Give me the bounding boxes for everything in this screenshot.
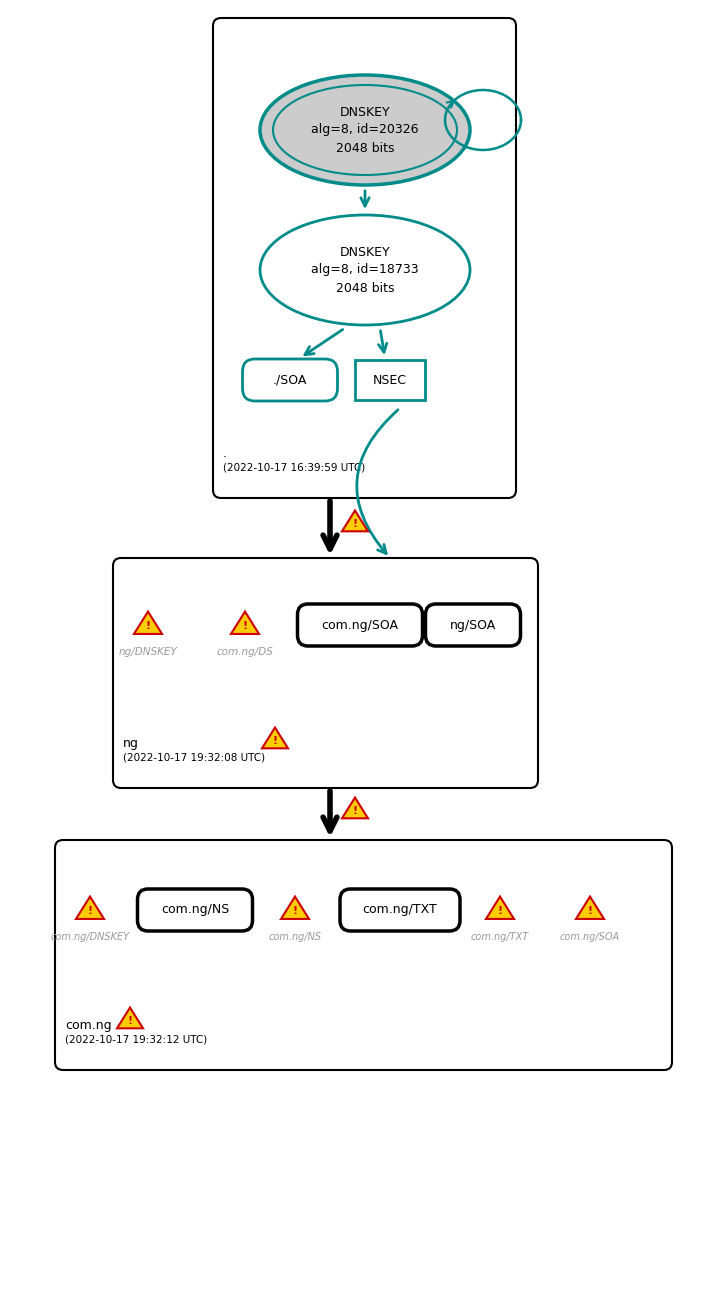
Text: (2022-10-17 19:32:12 UTC): (2022-10-17 19:32:12 UTC) <box>65 1035 207 1046</box>
Text: com.ng/TXT: com.ng/TXT <box>363 903 438 916</box>
Text: com.ng/NS: com.ng/NS <box>161 903 229 916</box>
Text: !: ! <box>587 906 593 916</box>
Text: ng: ng <box>123 738 139 751</box>
FancyBboxPatch shape <box>213 18 516 498</box>
Polygon shape <box>342 511 368 532</box>
Polygon shape <box>134 612 162 634</box>
Text: !: ! <box>87 906 92 916</box>
Text: com.ng/SOA: com.ng/SOA <box>560 932 620 942</box>
Polygon shape <box>117 1008 143 1029</box>
FancyBboxPatch shape <box>137 889 252 930</box>
Text: ./SOA: ./SOA <box>273 374 308 387</box>
Text: DNSKEY
alg=8, id=18733
2048 bits: DNSKEY alg=8, id=18733 2048 bits <box>311 246 419 295</box>
Text: !: ! <box>497 906 502 916</box>
Ellipse shape <box>273 85 457 175</box>
Text: !: ! <box>242 621 248 631</box>
Text: ng/DNSKEY: ng/DNSKEY <box>119 647 177 657</box>
Text: (2022-10-17 16:39:59 UTC): (2022-10-17 16:39:59 UTC) <box>223 463 365 474</box>
FancyBboxPatch shape <box>55 840 672 1070</box>
Text: (2022-10-17 19:32:08 UTC): (2022-10-17 19:32:08 UTC) <box>123 753 265 763</box>
Text: com.ng/NS: com.ng/NS <box>268 932 321 942</box>
Polygon shape <box>76 897 104 919</box>
Polygon shape <box>231 612 259 634</box>
FancyBboxPatch shape <box>113 558 538 788</box>
Polygon shape <box>281 897 309 919</box>
FancyBboxPatch shape <box>425 604 521 646</box>
Text: !: ! <box>353 519 358 529</box>
Text: NSEC: NSEC <box>373 374 407 387</box>
Text: !: ! <box>292 906 297 916</box>
Text: DNSKEY
alg=8, id=20326
2048 bits: DNSKEY alg=8, id=20326 2048 bits <box>311 106 419 154</box>
Text: ng/SOA: ng/SOA <box>450 619 496 631</box>
Polygon shape <box>342 797 368 818</box>
Text: .: . <box>223 446 227 459</box>
Text: !: ! <box>145 621 150 631</box>
Text: !: ! <box>273 736 278 747</box>
Polygon shape <box>576 897 604 919</box>
Ellipse shape <box>260 75 470 185</box>
Ellipse shape <box>260 215 470 325</box>
Text: com.ng/DS: com.ng/DS <box>217 647 273 657</box>
FancyBboxPatch shape <box>340 889 460 930</box>
Polygon shape <box>262 727 288 748</box>
FancyBboxPatch shape <box>297 604 422 646</box>
Text: com.ng/DNSKEY: com.ng/DNSKEY <box>50 932 129 942</box>
FancyBboxPatch shape <box>243 358 337 401</box>
Text: com.ng: com.ng <box>65 1018 112 1033</box>
Text: com.ng/TXT: com.ng/TXT <box>471 932 529 942</box>
Text: !: ! <box>127 1016 132 1026</box>
FancyBboxPatch shape <box>355 360 425 400</box>
Text: com.ng/SOA: com.ng/SOA <box>321 619 398 631</box>
Text: !: ! <box>353 806 358 817</box>
Polygon shape <box>486 897 514 919</box>
